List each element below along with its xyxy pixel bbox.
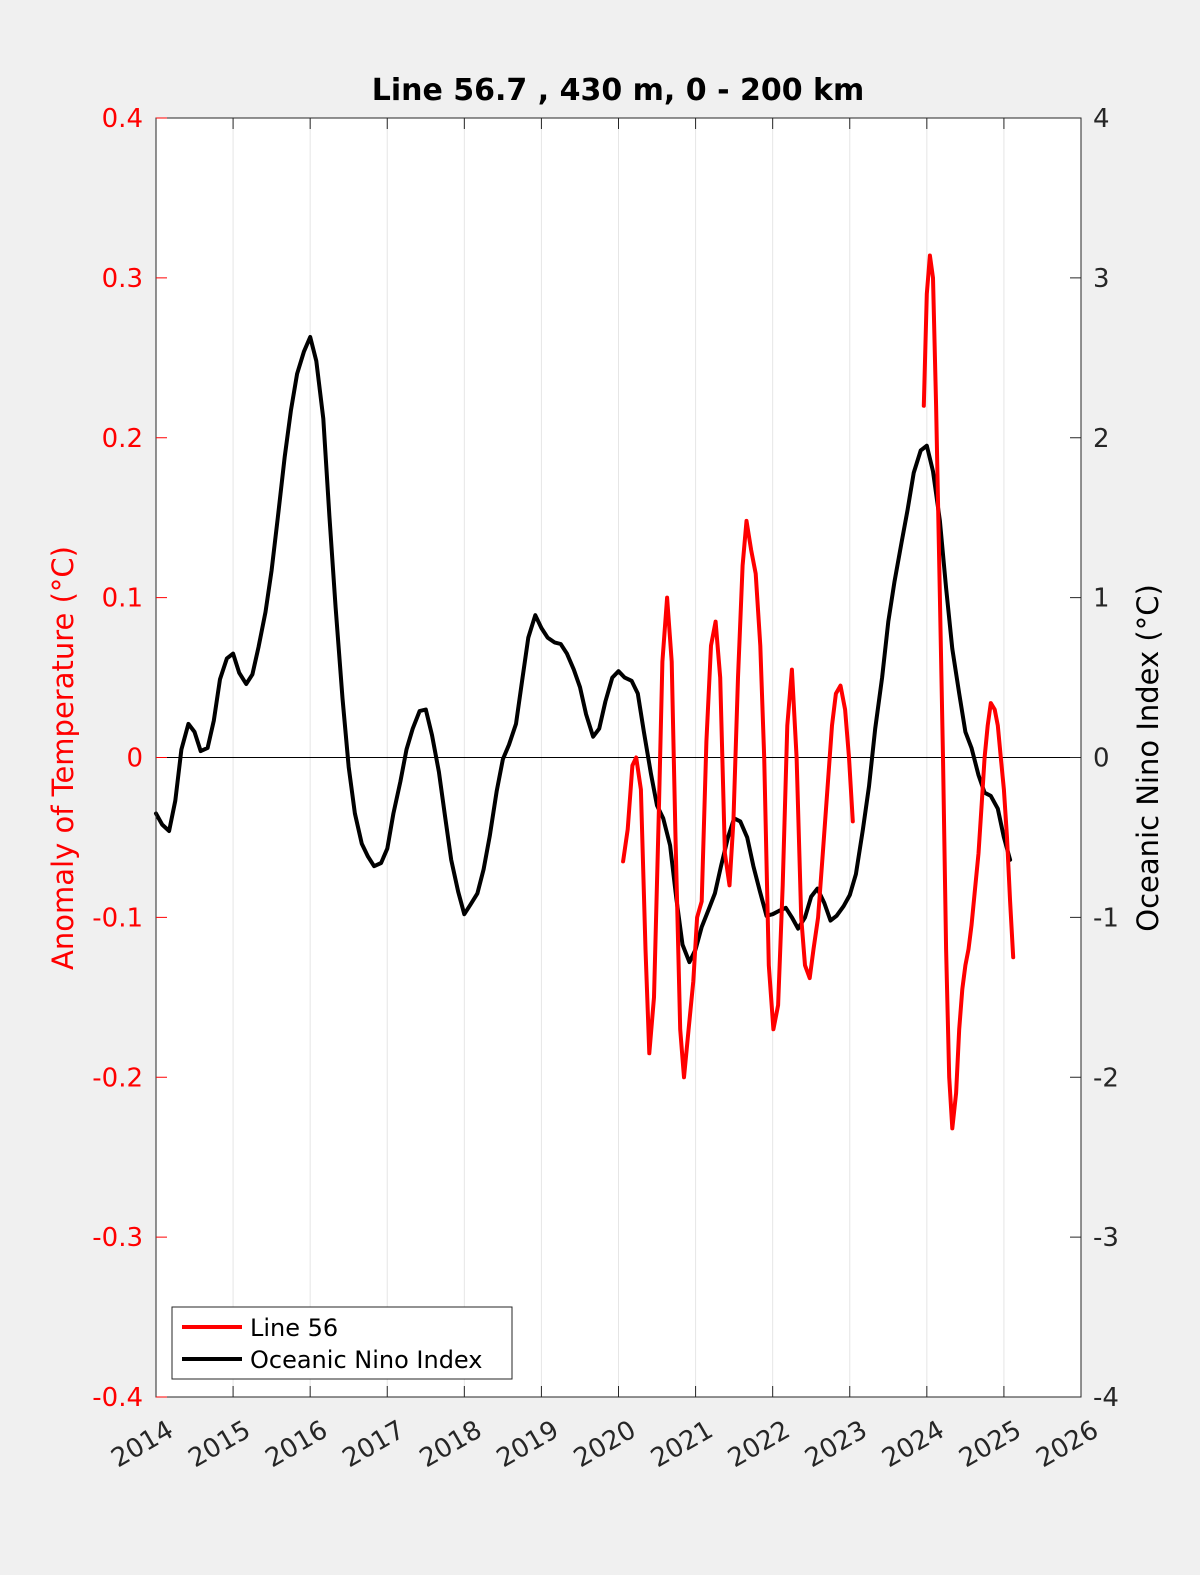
y-right-tick-label: -1 [1093, 903, 1119, 933]
chart-title: Line 56.7 , 430 m, 0 - 200 km [372, 73, 865, 108]
y-right-tick-label: 3 [1093, 264, 1110, 294]
y-left-tick-label: 0.4 [102, 104, 143, 134]
y-left-tick-label: 0 [126, 744, 143, 774]
y-axis-left: -0.4 -0.3 -0.2 -0.1 0 0.1 0.2 0.3 0.4 [92, 104, 167, 1413]
y-right-tick-label: -3 [1093, 1223, 1119, 1253]
y-axis-left-label: Anomaly of Temperature (°C) [46, 546, 80, 970]
y-right-tick-label: 1 [1093, 584, 1110, 614]
legend-box [171, 1306, 513, 1380]
series-line-line56-segment-1 [621, 518, 855, 1080]
series-line-line56-segment-2 [921, 253, 1016, 1131]
y-right-tick-label: 4 [1093, 104, 1110, 134]
series-lines [154, 253, 1016, 1131]
series-line-oceanic-nino-index [154, 335, 1013, 965]
y-axis-right-label: Oceanic Nino Index (°C) [1131, 584, 1165, 932]
legend-label-oni: Oceanic Nino Index [250, 1346, 482, 1374]
y-left-tick-label: -0.4 [92, 1383, 143, 1413]
y-left-tick-label: 0.2 [102, 424, 143, 454]
y-right-tick-label: -4 [1093, 1383, 1119, 1413]
legend-label-line56: Line 56 [250, 1314, 338, 1342]
y-left-tick-label: -0.1 [92, 903, 143, 933]
y-left-tick-label: 0.1 [102, 584, 143, 614]
y-left-tick-label: -0.2 [92, 1063, 143, 1093]
y-left-tick-label: -0.3 [92, 1223, 143, 1253]
y-right-tick-label: 0 [1093, 744, 1110, 774]
y-right-tick-label: -2 [1093, 1063, 1119, 1093]
y-left-tick-label: 0.3 [102, 264, 143, 294]
y-right-tick-label: 2 [1093, 424, 1110, 454]
legend: Line 56 Oceanic Nino Index [171, 1306, 513, 1380]
y-axis-right: -4 -3 -2 -1 0 1 2 3 4 [1070, 104, 1119, 1413]
